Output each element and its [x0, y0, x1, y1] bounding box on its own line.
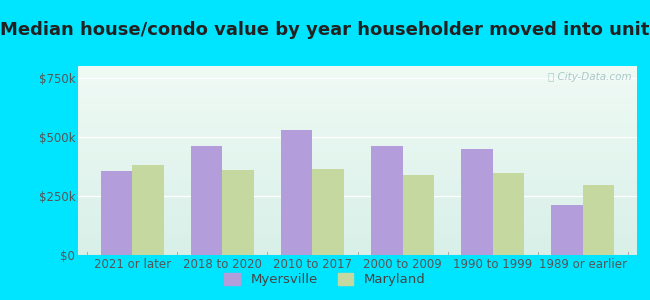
Bar [222, 170, 254, 255]
Text: ⓘ City-Data.com: ⓘ City-Data.com [548, 72, 631, 82]
Bar [101, 171, 132, 255]
Text: Median house/condo value by year householder moved into unit: Median house/condo value by year househo… [0, 21, 650, 39]
Bar [190, 146, 222, 255]
Bar [313, 169, 344, 255]
Bar [493, 173, 525, 255]
Bar [132, 165, 164, 255]
Legend: Myersville, Maryland: Myersville, Maryland [220, 269, 430, 290]
Bar [402, 175, 434, 255]
Bar [371, 146, 402, 255]
Bar [551, 206, 583, 255]
Bar [583, 185, 614, 255]
Bar [462, 149, 493, 255]
Bar [281, 130, 313, 255]
